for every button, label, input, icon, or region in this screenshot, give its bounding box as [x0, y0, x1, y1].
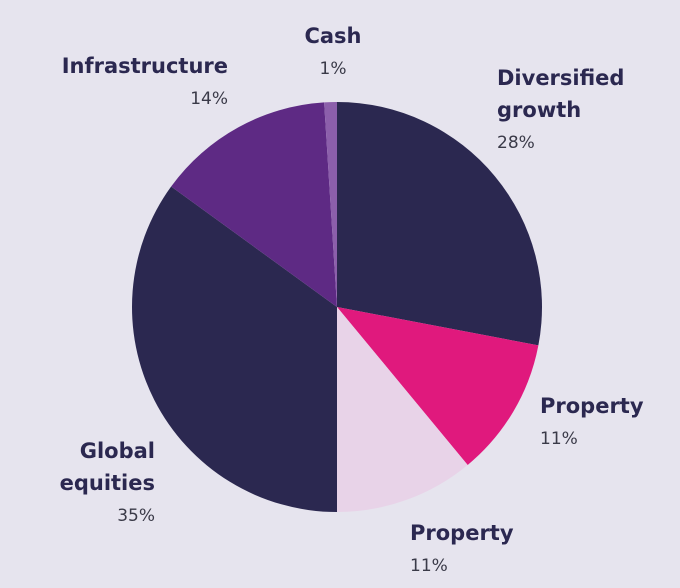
slice-label: Diversified growth 28%	[497, 62, 657, 158]
category-name: Cash	[304, 24, 362, 48]
value-label: 11%	[540, 429, 578, 449]
pie-slice	[337, 102, 543, 346]
slice-label: Cash 1%	[283, 20, 383, 84]
slice-label: Infrastructure 14%	[8, 50, 228, 114]
value-label: 28%	[497, 133, 535, 153]
pie-slice	[337, 307, 539, 465]
slice-label: Global equities 35%	[25, 435, 155, 531]
slice-label: Property 11%	[540, 390, 670, 454]
category-name: Property	[540, 394, 644, 418]
value-label: 14%	[190, 89, 228, 109]
category-name: Global equities	[59, 439, 155, 495]
pie-slice	[337, 307, 468, 512]
category-name: Diversified growth	[497, 66, 625, 122]
pie-slice	[324, 102, 337, 307]
value-label: 35%	[117, 506, 155, 526]
value-label: 1%	[319, 59, 347, 79]
value-label: 11%	[410, 556, 448, 576]
category-name: Infrastructure	[61, 54, 228, 78]
category-name: Property	[410, 521, 514, 545]
pie-slice	[132, 186, 337, 512]
slice-label: Property 11%	[410, 517, 560, 581]
pie-slice	[171, 102, 337, 308]
